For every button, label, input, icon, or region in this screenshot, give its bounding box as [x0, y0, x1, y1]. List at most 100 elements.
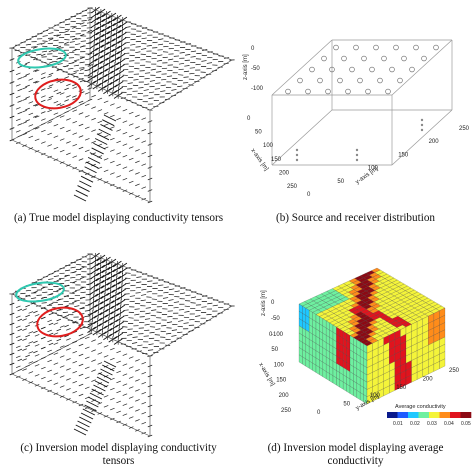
tensor-glyph	[66, 95, 71, 98]
tensor-glyph	[128, 169, 134, 172]
tensor-glyph	[144, 318, 151, 320]
tensor-glyph	[116, 152, 121, 155]
tensor-glyph	[132, 336, 138, 338]
tensor-glyph	[147, 280, 153, 282]
tensor-glyph	[102, 364, 115, 372]
tensor-glyph	[141, 371, 147, 375]
tensor-glyph	[80, 175, 94, 183]
tensor-glyph	[134, 67, 140, 70]
tensor-glyph	[22, 338, 27, 341]
x-tick-label: 150	[276, 378, 287, 384]
tensor-glyph	[28, 311, 34, 314]
tensor-glyph	[141, 128, 147, 132]
tensor-glyph	[84, 376, 90, 380]
receiver-marker	[413, 44, 419, 51]
z-axis-label: z-axis [m]	[243, 54, 249, 80]
tensor-glyph	[28, 341, 34, 344]
tensor-glyph	[79, 326, 85, 330]
tensor-glyph	[72, 310, 77, 314]
tensor-glyph	[15, 130, 21, 133]
tensor-glyph	[80, 412, 94, 420]
tensor-glyph	[177, 331, 183, 333]
colorbar-tick-label: 0.01	[393, 421, 403, 427]
tensor-glyph	[97, 109, 103, 112]
tensor-glyph	[166, 75, 173, 77]
tensor-glyph	[47, 75, 52, 78]
tensor-glyph	[47, 329, 52, 333]
tensor-glyph	[135, 149, 140, 152]
tensor-glyph	[17, 111, 23, 115]
tensor-glyph	[125, 272, 131, 274]
y-tick-label: 50	[337, 179, 344, 185]
y-tick-label: 50	[343, 402, 350, 408]
y-tick-label: 250	[459, 126, 470, 132]
tensor-glyph	[103, 135, 109, 138]
tensor-glyph	[122, 403, 128, 406]
tensor-glyph	[36, 43, 43, 45]
tensor-glyph	[116, 175, 121, 178]
caption-d-line2: conductivity	[327, 455, 384, 467]
tensor-glyph	[17, 328, 23, 332]
tensor-glyph	[97, 342, 103, 345]
tensor-glyph	[97, 97, 103, 101]
receiver-marker	[365, 88, 371, 95]
source-marker	[420, 123, 424, 127]
tensor-glyph	[15, 345, 21, 349]
source-marker	[420, 118, 424, 122]
tensor-glyph	[64, 274, 69, 278]
tensor-glyph	[128, 386, 134, 389]
source-marker	[420, 128, 424, 132]
tensor-glyph	[40, 42, 46, 45]
tensor-glyph	[64, 284, 69, 288]
colorbar-segment	[387, 412, 398, 418]
tensor-glyph	[47, 359, 52, 363]
tensor-glyph	[47, 132, 52, 136]
tensor-glyph	[66, 118, 71, 121]
tensor-glyph	[53, 352, 59, 355]
tensor-glyph	[163, 286, 169, 289]
tensor-glyph	[34, 127, 40, 130]
tensor-glyph	[183, 70, 190, 73]
tensor-glyph	[64, 269, 71, 272]
tensor-glyph	[53, 382, 59, 385]
z-axis-label: z-axis [m]	[261, 290, 267, 316]
tensor-glyph	[66, 358, 71, 361]
tensor-glyph	[40, 286, 46, 290]
tensor-glyph	[128, 111, 134, 115]
tensor-glyph	[56, 103, 62, 106]
tensor-glyph	[91, 147, 104, 155]
tensor-glyph	[116, 380, 121, 384]
tensor-glyph	[72, 390, 78, 394]
tensor-glyph	[36, 294, 42, 296]
tensor-glyph	[122, 143, 128, 146]
tensor-glyph	[17, 338, 23, 342]
tensor-glyph	[122, 353, 128, 356]
tensor-glyph	[48, 278, 54, 280]
tensor-glyph	[34, 138, 40, 141]
tensor-glyph	[34, 115, 40, 118]
tensor-glyph	[122, 166, 128, 169]
tensor-glyph	[96, 133, 110, 141]
tensor-glyph	[78, 100, 84, 104]
tensor-glyph	[59, 149, 65, 153]
tensor-glyph	[91, 94, 96, 98]
tensor-glyph	[156, 59, 163, 62]
tensor-glyph	[91, 339, 96, 342]
tensor-glyph	[17, 318, 23, 322]
tensor-glyph	[150, 68, 156, 71]
tensor-glyph	[59, 365, 65, 368]
tensor-glyph	[135, 399, 140, 402]
tensor-glyph	[79, 45, 85, 48]
receiver-marker	[317, 77, 323, 84]
tensor-glyph	[135, 369, 140, 372]
colorbar-tick-label: 0.02	[410, 421, 420, 427]
tensor-glyph	[69, 41, 75, 43]
tensor-glyph	[178, 62, 185, 65]
tensor-glyph	[128, 406, 134, 409]
tensor-glyph	[84, 356, 90, 360]
tensor-glyph	[53, 89, 59, 92]
tensor-glyph	[17, 88, 23, 92]
source-marker	[295, 148, 299, 152]
z-tick-label: 0	[271, 300, 275, 306]
tensor-glyph	[75, 289, 81, 291]
